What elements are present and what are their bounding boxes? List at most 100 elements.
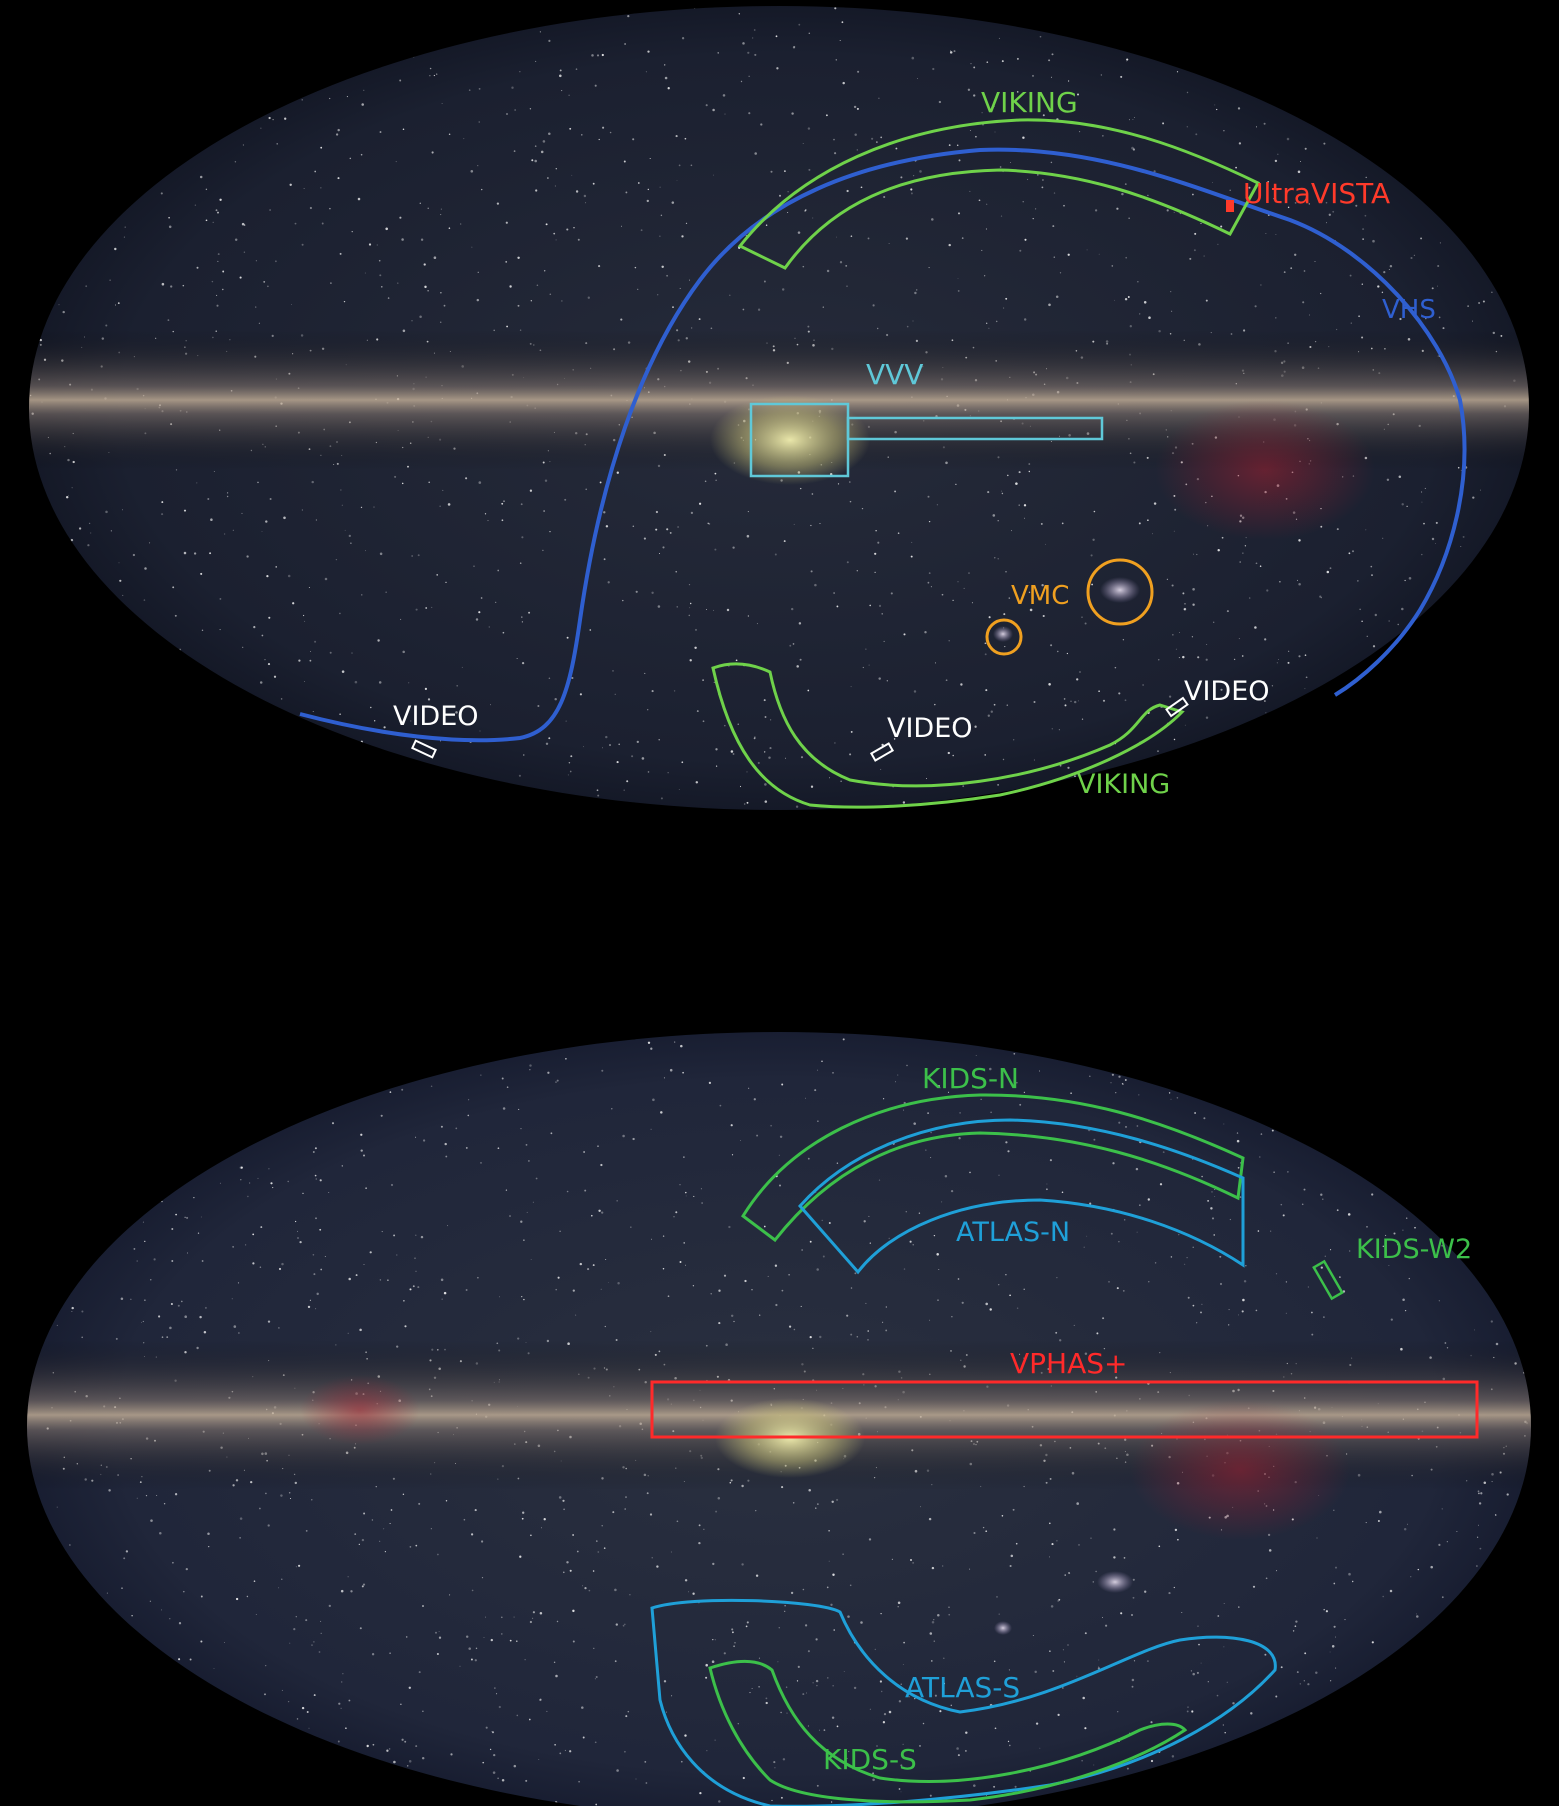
star [1401, 607, 1404, 611]
star [238, 1332, 240, 1334]
star [289, 183, 292, 186]
star [553, 1661, 556, 1664]
star [400, 1703, 402, 1705]
star [684, 1734, 687, 1737]
star [387, 297, 390, 299]
star [534, 159, 537, 163]
star [1478, 302, 1481, 304]
star [622, 1134, 625, 1138]
star [1192, 1246, 1194, 1248]
star [294, 1220, 297, 1223]
star [1254, 626, 1257, 629]
star [576, 1550, 579, 1553]
star [754, 152, 757, 155]
star [843, 1671, 845, 1672]
star [614, 693, 616, 695]
star [733, 1320, 735, 1323]
star [1049, 1159, 1052, 1162]
star [281, 1578, 283, 1580]
star [535, 189, 538, 192]
star [550, 1132, 553, 1135]
star [565, 720, 567, 722]
star [931, 218, 934, 221]
star [754, 736, 756, 738]
star [676, 1520, 679, 1523]
star [995, 320, 998, 323]
star [601, 1524, 603, 1527]
star [348, 534, 351, 538]
star [903, 1268, 906, 1270]
star [487, 520, 489, 522]
star [791, 112, 794, 115]
star [1041, 186, 1044, 189]
star [836, 1498, 839, 1501]
star [881, 613, 883, 615]
star [594, 1678, 596, 1680]
star [163, 1503, 166, 1505]
star [1460, 546, 1462, 548]
star [757, 761, 760, 765]
star [449, 1594, 451, 1596]
star [1183, 607, 1187, 611]
star [1286, 137, 1290, 141]
star [393, 1234, 396, 1237]
star [1082, 1696, 1085, 1700]
star [1223, 1602, 1225, 1605]
star [1359, 608, 1361, 611]
star [1271, 685, 1274, 687]
star [1170, 291, 1172, 293]
star [463, 1518, 466, 1521]
star [984, 754, 987, 756]
star [315, 1308, 317, 1310]
star [604, 1325, 606, 1328]
star [242, 646, 244, 648]
star [394, 475, 397, 478]
star [301, 509, 303, 511]
star [1294, 202, 1297, 204]
star [548, 132, 551, 136]
star [764, 716, 767, 718]
star [561, 90, 563, 92]
star [1093, 1138, 1096, 1141]
star [106, 1592, 108, 1594]
star [1436, 285, 1438, 287]
star [309, 1299, 311, 1301]
star [751, 1289, 753, 1291]
star [914, 1697, 916, 1700]
star [990, 710, 993, 713]
star [1275, 234, 1277, 235]
star [1216, 1694, 1219, 1697]
star [739, 785, 742, 788]
star [409, 1546, 412, 1548]
star [555, 239, 557, 241]
star [167, 319, 170, 321]
star [226, 492, 229, 494]
star [779, 1184, 781, 1187]
star [314, 640, 317, 643]
star [679, 1261, 682, 1263]
star [447, 1225, 449, 1227]
star [867, 1330, 869, 1332]
star [209, 552, 212, 555]
star [833, 138, 835, 141]
star [841, 21, 844, 24]
star [1260, 1133, 1263, 1135]
star [369, 1251, 372, 1254]
star [666, 1711, 667, 1713]
star [788, 1325, 792, 1328]
star [516, 1714, 519, 1717]
star [878, 604, 882, 607]
star [1098, 690, 1100, 693]
star [649, 157, 651, 160]
star [1478, 1492, 1480, 1495]
star [272, 1187, 274, 1189]
star [561, 300, 563, 302]
star [383, 1528, 385, 1530]
star [601, 1211, 604, 1214]
star [832, 1573, 835, 1577]
star [437, 1553, 439, 1556]
star [1245, 197, 1248, 199]
star [660, 1111, 663, 1114]
star [521, 661, 525, 665]
star [702, 679, 704, 681]
